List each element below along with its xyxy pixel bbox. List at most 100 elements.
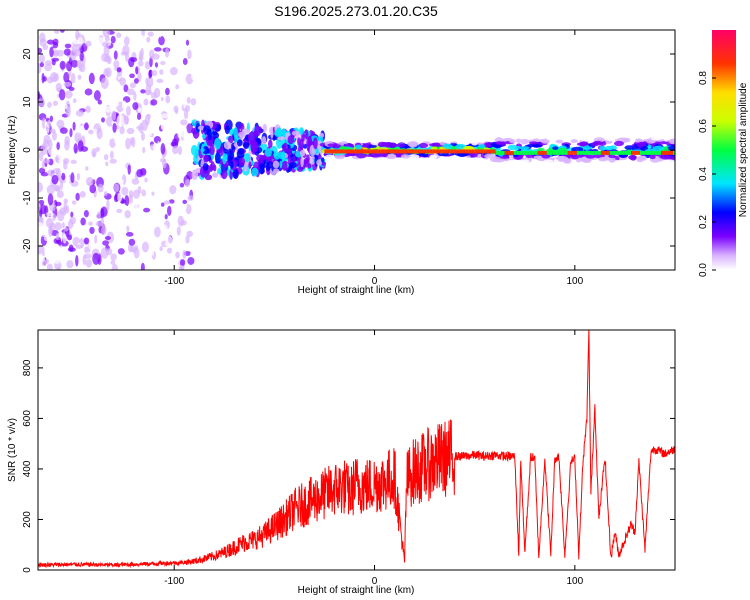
heat-blob <box>598 156 608 162</box>
heat-blob <box>262 123 267 133</box>
heat-blob <box>175 84 180 90</box>
heat-blob <box>84 88 93 96</box>
heat-blob <box>120 51 127 56</box>
snr-x-axis-label: Height of straight line (km) <box>298 585 415 596</box>
heat-blob <box>113 183 120 193</box>
heat-blob <box>159 69 164 75</box>
spectrogram-x-tick-label: -100 <box>164 276 184 287</box>
heat-blob <box>113 50 118 60</box>
heat-blob <box>92 150 96 158</box>
heat-blob <box>237 139 243 147</box>
heat-blob <box>112 101 120 107</box>
heat-blob <box>88 240 94 250</box>
heat-blob <box>292 155 296 163</box>
heat-blob <box>90 210 97 222</box>
heat-blob <box>110 35 116 44</box>
heat-blob <box>211 130 218 136</box>
heat-blob <box>604 136 616 141</box>
heat-blob <box>179 182 185 188</box>
heat-blob <box>65 60 73 72</box>
heat-ridge <box>324 149 328 154</box>
heat-blob <box>143 207 151 213</box>
heat-ridge <box>360 149 364 154</box>
heat-ridge <box>456 149 460 154</box>
heat-ridge <box>351 149 355 154</box>
heat-blob <box>63 201 68 213</box>
heat-blob <box>75 244 83 249</box>
heat-blob <box>209 144 215 156</box>
heat-blob <box>309 155 316 165</box>
heat-blob <box>442 143 453 150</box>
spectrogram-y-tick-label: 10 <box>22 96 33 108</box>
heat-blob <box>39 62 45 68</box>
heat-blob <box>202 133 206 139</box>
heat-blob <box>179 30 186 35</box>
heat-blob <box>64 227 69 232</box>
heat-blob <box>306 139 310 147</box>
heat-blob <box>75 85 81 95</box>
heat-blob <box>492 144 503 148</box>
heat-blob <box>184 179 191 188</box>
heat-blob <box>154 62 159 68</box>
heat-ridge <box>492 149 496 154</box>
heat-blob <box>47 193 54 206</box>
heat-blob <box>650 136 662 141</box>
heat-ridge <box>648 150 652 155</box>
heat-blob <box>42 44 49 51</box>
heat-blob <box>46 76 54 84</box>
spectrogram-y-tick-label: -10 <box>22 190 33 205</box>
heat-blob <box>117 248 125 255</box>
heat-blob <box>298 127 305 135</box>
heat-ridge <box>330 149 334 154</box>
heat-blob <box>471 140 478 146</box>
heat-blob <box>84 122 89 131</box>
snr-panel: -100 0 100 0 200 400 600 800 Height of straigh… <box>7 329 676 596</box>
heat-blob <box>46 39 55 45</box>
heat-blob <box>38 216 44 223</box>
heat-blob <box>151 69 158 77</box>
heat-blob <box>268 139 273 149</box>
heat-blob <box>591 142 599 147</box>
heat-blob <box>171 145 179 155</box>
heat-blob <box>608 154 616 158</box>
heat-blob <box>186 96 191 104</box>
heat-blob <box>131 262 136 268</box>
heat-blob <box>316 159 323 166</box>
heat-blob <box>104 106 112 113</box>
heat-ridge <box>576 150 580 155</box>
heat-blob <box>300 156 304 168</box>
heat-ridge <box>597 150 601 155</box>
heat-ridge <box>606 150 610 155</box>
snr-x-ticks: -100 0 100 <box>164 330 584 587</box>
heat-blob <box>57 151 64 163</box>
heat-blob <box>41 73 45 84</box>
heat-blob <box>221 170 228 180</box>
heat-ridge <box>501 150 505 155</box>
heat-ridge <box>579 150 583 155</box>
heat-ridge <box>459 149 463 154</box>
heat-blob <box>54 222 62 231</box>
heat-ridge <box>420 149 424 154</box>
heat-blob <box>136 218 144 227</box>
heat-ridge <box>342 149 346 154</box>
heat-blob <box>164 47 170 58</box>
heat-blob <box>62 103 68 110</box>
heat-blob <box>356 152 368 159</box>
heat-blob <box>547 137 558 141</box>
heat-blob <box>142 146 146 154</box>
heat-blob <box>576 142 589 147</box>
heat-blob <box>185 235 190 244</box>
heat-blob <box>52 38 59 46</box>
heat-blob <box>143 98 149 106</box>
heat-blob <box>259 154 268 160</box>
heat-blob <box>116 32 122 39</box>
heat-blob <box>85 40 92 47</box>
heat-blob <box>52 100 59 107</box>
heat-ridge <box>504 150 508 155</box>
heat-blob <box>44 235 51 242</box>
heat-blob <box>97 183 104 193</box>
heat-ridge <box>465 149 469 154</box>
heat-blob <box>251 160 255 166</box>
heat-blob <box>43 134 51 144</box>
heat-blob <box>154 226 161 238</box>
